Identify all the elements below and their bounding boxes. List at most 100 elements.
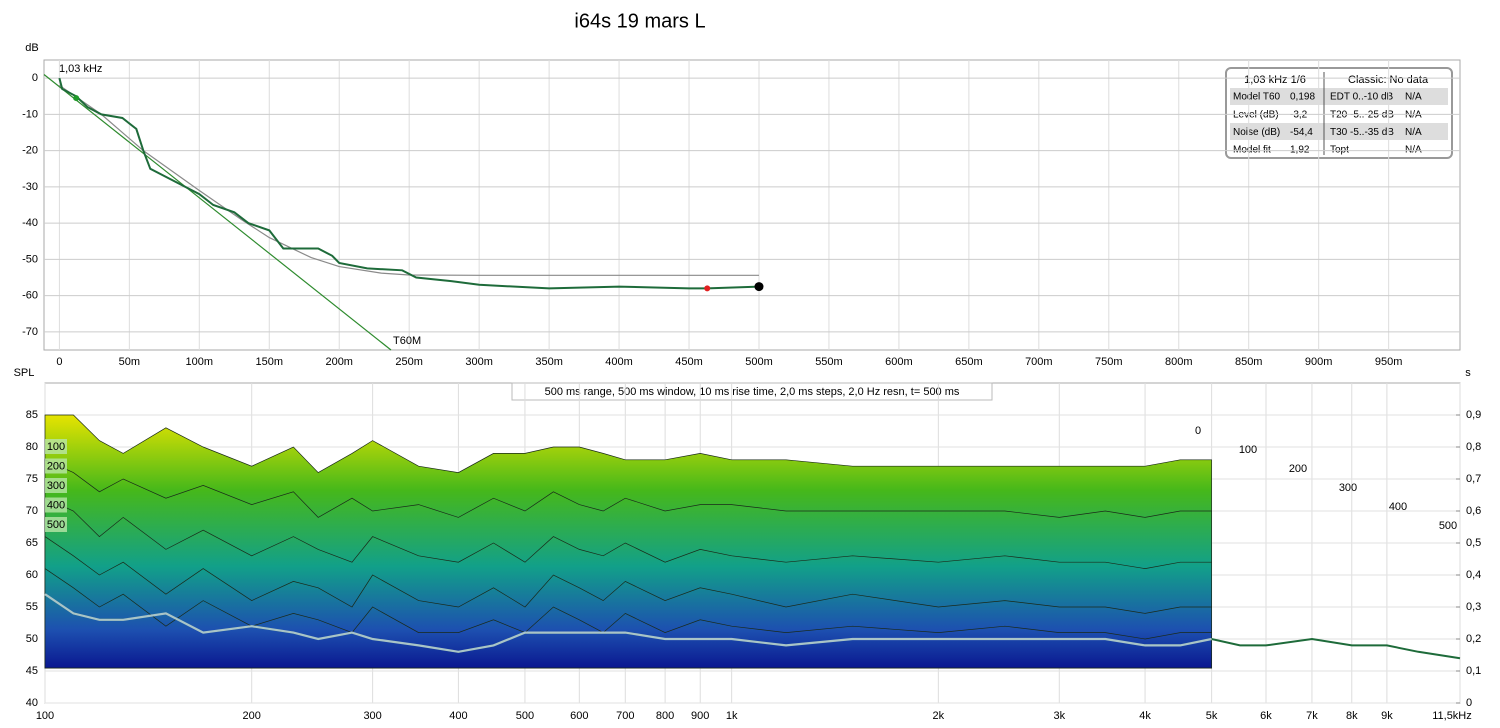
marker	[704, 285, 711, 292]
y-tick-label: 55	[26, 601, 38, 613]
decay-plot-area	[43, 59, 1461, 351]
y-tick-label: -30	[22, 181, 38, 193]
front-slice-highlight	[44, 593, 1212, 653]
y-tick-label: -70	[22, 326, 38, 338]
x-tick-label: 450m	[675, 356, 703, 368]
x-tick-label: 9k	[1381, 710, 1393, 722]
y-tick-label: -20	[22, 145, 38, 157]
table-cell: N/A	[1405, 127, 1422, 138]
y2-tick-label: 0	[1466, 697, 1472, 709]
table-cell: -54,4	[1290, 127, 1313, 138]
x-tick-label: 800	[656, 710, 674, 722]
line-label: T60M	[393, 335, 421, 347]
x-tick-label: 850m	[1235, 356, 1263, 368]
x-tick-label: 11,5kHz	[1432, 710, 1472, 722]
y-tick-label: 65	[26, 537, 38, 549]
x-tick-label: 0	[56, 356, 62, 368]
x-tick-label: 200m	[325, 356, 353, 368]
x-tick-label: 8k	[1346, 710, 1358, 722]
x-tick-label: 750m	[1095, 356, 1123, 368]
y-tick-label: -10	[22, 108, 38, 120]
x-tick-label: 150m	[256, 356, 284, 368]
x-tick-label: 900m	[1305, 356, 1333, 368]
y-tick-label: 45	[26, 665, 38, 677]
table-cell: Model T60	[1233, 92, 1281, 103]
y2-tick-label: 0,6	[1466, 505, 1481, 517]
x-tick-label: 1k	[726, 710, 738, 722]
y2-tick-label: 0,5	[1466, 537, 1481, 549]
waterfall-slice	[44, 567, 1212, 669]
y-tick-label: 75	[26, 473, 38, 485]
x-tick-label: 7k	[1306, 710, 1318, 722]
x-tick-label: 300	[363, 710, 381, 722]
time-label-box	[45, 439, 67, 454]
y-tick-label: 60	[26, 569, 38, 581]
x-tick-label: 3k	[1053, 710, 1065, 722]
y2-axis-label: s	[1465, 367, 1471, 379]
y-axis-label: dB	[25, 42, 38, 54]
y-tick-label: 0	[32, 72, 38, 84]
x-tick-label: 300m	[465, 356, 493, 368]
y2-tick-label: 0,1	[1466, 665, 1481, 677]
x-tick-label: 400	[449, 710, 467, 722]
time-label: 400	[47, 499, 65, 511]
y-tick-label: -50	[22, 253, 38, 265]
time-label: 300	[47, 480, 65, 492]
time-label-box	[45, 517, 67, 532]
y-tick-label: 50	[26, 633, 38, 645]
marker	[754, 282, 764, 292]
y-tick-label: 80	[26, 441, 38, 453]
x-tick-label: 950m	[1375, 356, 1403, 368]
x-tick-label: 4k	[1139, 710, 1151, 722]
x-tick-label: 600	[570, 710, 588, 722]
y2-tick-label: 0,4	[1466, 569, 1481, 581]
subtitle: 500 ms range, 500 ms window, 10 ms rise …	[545, 386, 960, 398]
table-cell: Noise (dB)	[1233, 127, 1280, 138]
y-tick-label: 85	[26, 409, 38, 421]
y2-tick-label: 0,8	[1466, 441, 1481, 453]
chart-title: i64s 19 mars L	[574, 10, 705, 32]
time-label: 0	[1195, 425, 1201, 437]
time-label-box	[45, 478, 67, 493]
y-tick-label: 40	[26, 697, 38, 709]
y2-tick-label: 0,7	[1466, 473, 1481, 485]
table-cell: EDT 0..-10 dB	[1330, 92, 1394, 103]
x-tick-label: 900	[691, 710, 709, 722]
x-tick-label: 6k	[1260, 710, 1272, 722]
x-tick-label: 5k	[1206, 710, 1218, 722]
x-tick-label: 2k	[933, 710, 945, 722]
marker	[73, 95, 80, 102]
table-header: 1,03 kHz 1/6	[1244, 74, 1306, 86]
decay-line	[43, 74, 392, 351]
x-tick-label: 500m	[745, 356, 773, 368]
time-label-box	[45, 458, 67, 474]
x-tick-label: 50m	[119, 356, 140, 368]
y-tick-label: 70	[26, 505, 38, 517]
table-cell: N/A	[1405, 92, 1422, 103]
table-cell: 0,198	[1290, 92, 1315, 103]
time-label: 100	[1239, 444, 1257, 456]
x-tick-label: 200	[243, 710, 261, 722]
annotation: 1,03 kHz	[59, 63, 102, 75]
y-tick-label: -60	[22, 290, 38, 302]
x-tick-label: 650m	[955, 356, 983, 368]
time-label: 200	[1289, 463, 1307, 475]
y-axis-label: SPL	[14, 367, 35, 379]
x-tick-label: 700	[616, 710, 634, 722]
time-label-box	[45, 497, 67, 513]
decay-line	[58, 77, 760, 290]
time-label: 500	[47, 519, 65, 531]
time-label: 500	[1439, 520, 1457, 532]
row-shade	[1230, 123, 1448, 140]
y2-tick-label: 0,2	[1466, 633, 1481, 645]
time-label: 200	[47, 460, 65, 472]
time-label: 400	[1389, 501, 1407, 513]
x-tick-label: 550m	[815, 356, 843, 368]
x-tick-label: 250m	[395, 356, 423, 368]
x-tick-label: 500	[516, 710, 534, 722]
row-shade	[1230, 88, 1448, 105]
y2-tick-label: 0,3	[1466, 601, 1481, 613]
time-label: 300	[1339, 482, 1357, 494]
